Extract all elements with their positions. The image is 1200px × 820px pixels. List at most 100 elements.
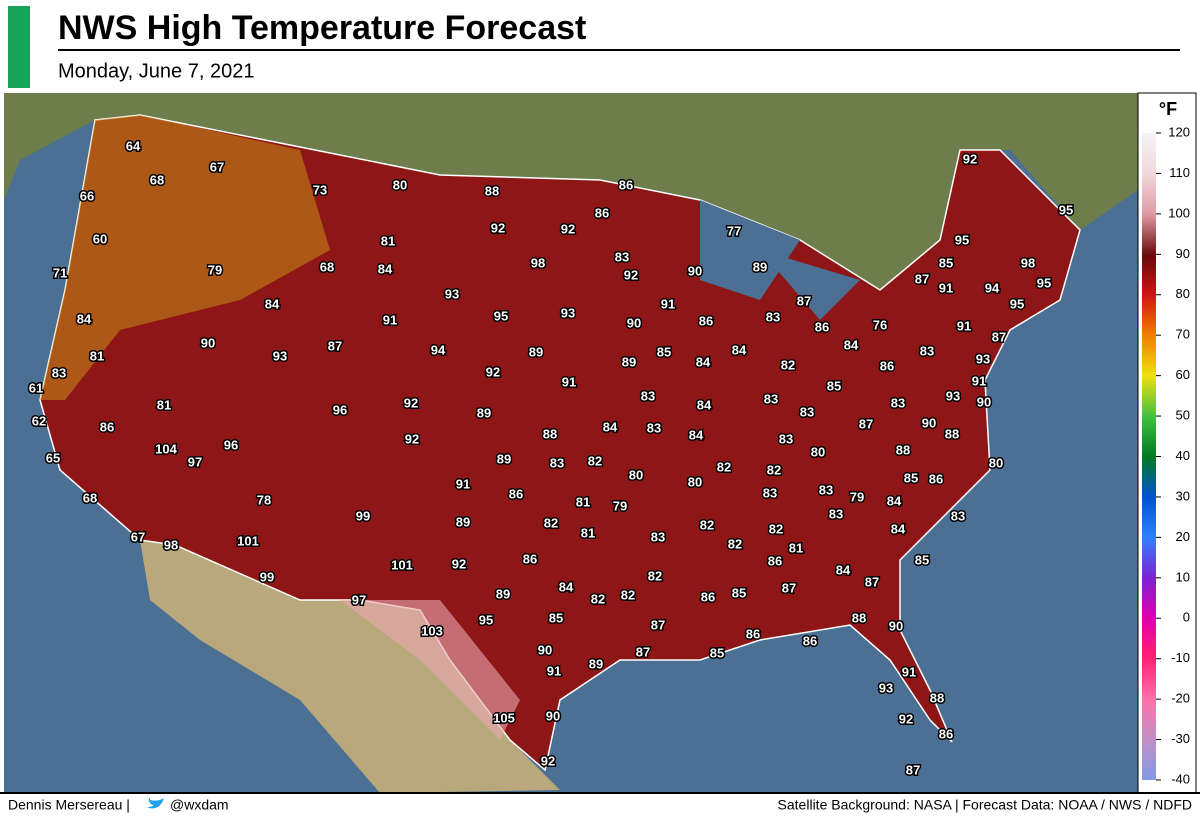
temperature-label: 80 (688, 474, 702, 489)
temperature-label: 91 (902, 664, 916, 679)
temperature-label: 101 (237, 533, 259, 548)
color-scale (1142, 133, 1156, 780)
temperature-label: 87 (915, 271, 929, 286)
temperature-label: 88 (945, 426, 959, 441)
temperature-label: 92 (491, 220, 505, 235)
legend-tick-label: 40 (1176, 448, 1190, 463)
footer-band (0, 793, 1200, 820)
temperature-label: 82 (621, 587, 635, 602)
temperature-label: 82 (648, 568, 662, 583)
temperature-label: 91 (661, 296, 675, 311)
temperature-label: 86 (100, 419, 114, 434)
legend-tick-label: 100 (1168, 205, 1190, 220)
temperature-label: 99 (260, 569, 274, 584)
texas-hot-zone (340, 600, 520, 740)
temperature-label: 91 (456, 476, 470, 491)
subtitle: Monday, June 7, 2021 (58, 60, 254, 82)
temperature-label: 82 (544, 515, 558, 530)
temperature-label: 93 (445, 286, 459, 301)
temperature-label: 84 (559, 579, 574, 594)
legend-tick-label: 80 (1176, 286, 1190, 301)
temperature-label: 84 (844, 337, 859, 352)
temperature-label: 90 (546, 708, 560, 723)
temperature-label: 93 (273, 348, 287, 363)
temperature-label: 85 (915, 552, 929, 567)
temperature-label: 83 (920, 343, 934, 358)
legend-tick-label: 10 (1176, 569, 1190, 584)
temperature-label: 84 (732, 342, 747, 357)
temperature-label: 98 (164, 537, 178, 552)
footer-author: Dennis Mersereau | (8, 797, 130, 813)
footer-handle: @wxdam (170, 797, 229, 813)
temperature-label: 68 (83, 490, 97, 505)
temperature-label: 92 (624, 267, 638, 282)
legend-tick-label: 20 (1176, 529, 1190, 544)
temperature-label: 80 (989, 455, 1003, 470)
temperature-label: 95 (479, 612, 493, 627)
temperature-label: 85 (904, 470, 918, 485)
temperature-label: 83 (891, 395, 905, 410)
temperature-label: 91 (562, 374, 576, 389)
temperature-label: 81 (90, 348, 104, 363)
temperature-label: 84 (265, 296, 280, 311)
temperature-label: 87 (992, 329, 1006, 344)
temperature-label: 82 (591, 591, 605, 606)
temperature-label: 84 (887, 493, 902, 508)
temperature-label: 91 (939, 280, 953, 295)
temperature-label: 83 (550, 455, 564, 470)
temperature-label: 88 (485, 183, 499, 198)
temperature-label: 90 (922, 415, 936, 430)
temperature-label: 87 (865, 574, 879, 589)
legend-tick-label: 60 (1176, 367, 1190, 382)
temperature-label: 85 (939, 255, 953, 270)
temperature-label: 93 (879, 680, 893, 695)
temperature-label: 83 (766, 309, 780, 324)
temperature-label: 92 (404, 395, 418, 410)
temperature-label: 94 (431, 342, 446, 357)
temperature-label: 92 (405, 431, 419, 446)
temperature-label: 92 (486, 364, 500, 379)
temperature-label: 77 (727, 223, 741, 238)
temperature-label: 89 (622, 354, 636, 369)
temperature-label: 91 (957, 318, 971, 333)
legend-tick-label: 30 (1176, 488, 1190, 503)
legend-tick-label: 70 (1176, 327, 1190, 342)
temperature-label: 84 (378, 261, 393, 276)
great-lakes (700, 200, 860, 320)
legend-tick-label: -20 (1171, 691, 1190, 706)
temperature-label: 73 (313, 182, 327, 197)
temperature-label: 95 (1037, 275, 1051, 290)
temperature-label: 91 (547, 663, 561, 678)
temperature-label: 84 (689, 427, 704, 442)
temperature-label: 86 (929, 471, 943, 486)
canada (4, 93, 1138, 290)
temperature-label: 89 (496, 586, 510, 601)
temperature-label: 97 (352, 592, 366, 607)
temperature-label: 82 (728, 536, 742, 551)
temperature-label: 83 (951, 508, 965, 523)
temperature-label: 99 (356, 508, 370, 523)
temperature-label: 88 (896, 442, 910, 457)
temperature-label: 96 (224, 437, 238, 452)
temperature-label: 85 (827, 378, 841, 393)
temperature-label: 89 (497, 451, 511, 466)
temperature-label: 89 (589, 656, 603, 671)
temperature-label: 95 (1010, 296, 1024, 311)
temperature-label: 83 (647, 420, 661, 435)
temperature-label: 82 (769, 521, 783, 536)
temperature-label: 84 (836, 562, 851, 577)
temperature-label: 82 (700, 517, 714, 532)
temperature-label: 98 (531, 255, 545, 270)
temperature-label: 82 (781, 357, 795, 372)
temperature-label: 81 (581, 525, 595, 540)
temperature-label: 86 (509, 486, 523, 501)
temperature-label: 92 (899, 711, 913, 726)
temperature-label: 88 (930, 690, 944, 705)
temperature-label: 90 (538, 642, 552, 657)
temperature-label: 90 (201, 335, 215, 350)
temperature-label: 78 (257, 492, 271, 507)
temperature-label: 83 (819, 482, 833, 497)
temperature-label: 79 (850, 489, 864, 504)
northwest-cool-zone (40, 115, 330, 400)
